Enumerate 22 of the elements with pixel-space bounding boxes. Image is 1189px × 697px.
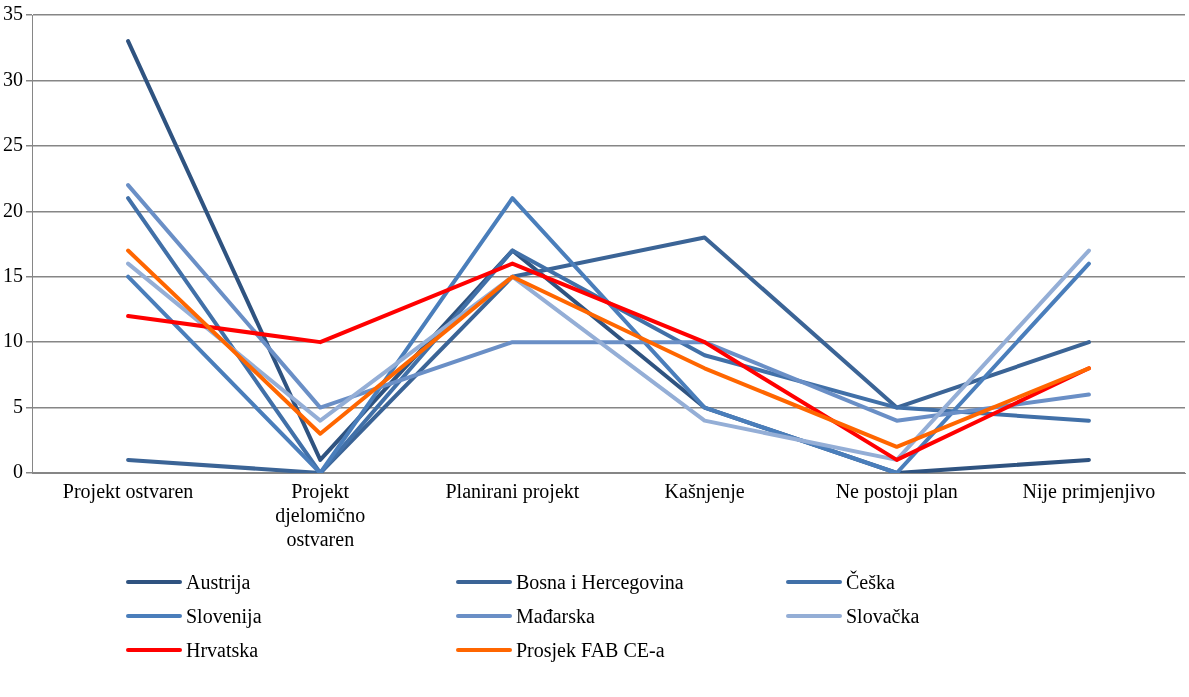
legend-label: Hrvatska — [186, 638, 259, 662]
x-tick-label: Planirani projekt — [445, 480, 580, 504]
y-tick-label: 15 — [3, 263, 23, 286]
legend-label: Slovačka — [846, 604, 920, 628]
y-tick-label: 25 — [3, 133, 23, 156]
legend-label: Slovenija — [186, 604, 262, 628]
y-tick-label: 0 — [13, 460, 23, 483]
legend-label: Bosna i Hercegovina — [516, 570, 684, 594]
x-tick-label: Kašnjenje — [664, 480, 745, 504]
y-tick-label: 10 — [3, 329, 23, 352]
legend-label: Mađarska — [516, 604, 595, 628]
y-tick-label: 20 — [3, 198, 23, 221]
y-tick-label: 35 — [3, 2, 23, 25]
legend-label: Češka — [846, 570, 895, 594]
x-tick-label: Ne postoji plan — [835, 480, 958, 504]
x-tick-label: Nije primjenjivo — [1022, 480, 1156, 504]
x-tick-label: Projekt djelomično ostvaren — [275, 480, 366, 551]
y-tick-label: 30 — [3, 67, 23, 90]
y-tick-label: 5 — [13, 394, 23, 417]
x-tick-label: Projekt ostvaren — [62, 480, 194, 504]
legend-label: Prosjek FAB CE-a — [516, 638, 665, 662]
legend-label: Austrija — [186, 570, 251, 594]
